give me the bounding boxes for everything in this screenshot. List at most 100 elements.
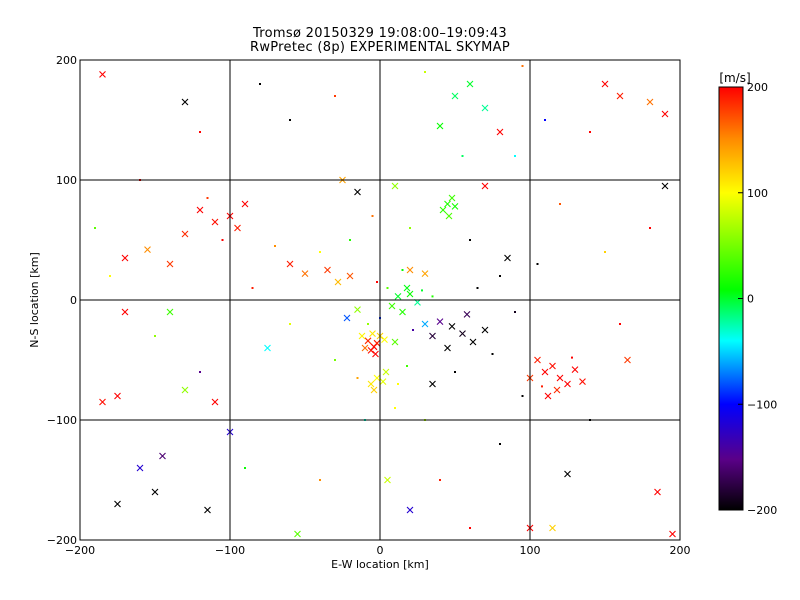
data-point-dot: [394, 407, 396, 409]
colorbar-ticks: −200 −100 0 100 200: [738, 81, 777, 517]
data-point-dot: [541, 385, 543, 388]
data-point-x: [466, 80, 474, 88]
x-tick-label: 200: [670, 544, 691, 557]
data-point-x: [436, 318, 444, 325]
data-point-x: [294, 530, 301, 538]
data-point-x: [451, 92, 459, 100]
data-point-dot: [431, 295, 434, 298]
data-point-x: [121, 308, 129, 316]
y-tick-label: 0: [70, 294, 77, 307]
x-axis-ticks: −200 −100 0 100 200: [65, 544, 691, 557]
data-point-dot: [424, 71, 426, 73]
data-point-dot: [499, 443, 501, 445]
data-point-x: [564, 470, 571, 478]
data-point-x: [204, 506, 211, 514]
data-point-x: [373, 339, 381, 347]
data-point-x: [553, 386, 561, 394]
data-point-x: [211, 398, 219, 406]
data-point-dot: [334, 359, 336, 361]
data-point-dot: [454, 371, 456, 373]
data-point-x: [364, 337, 372, 345]
data-point-dot: [94, 227, 96, 229]
data-point-x: [564, 380, 571, 388]
data-point-x: [159, 452, 166, 460]
data-point-x: [166, 308, 174, 316]
data-point-x: [549, 524, 556, 532]
data-point-x: [151, 488, 159, 496]
data-point-x: [241, 200, 249, 208]
data-point-dot: [221, 239, 224, 241]
colorbar-tick-label: 100: [747, 187, 768, 200]
data-point-x: [196, 206, 204, 214]
data-point-x: [496, 128, 504, 136]
data-point-x: [534, 356, 541, 364]
x-tick-label: 100: [520, 544, 541, 557]
y-tick-label: −200: [47, 534, 77, 547]
colorbar-tick-label: −200: [747, 504, 777, 517]
data-point-dot: [376, 281, 378, 283]
data-point-x: [399, 308, 406, 316]
data-point-dot: [604, 251, 606, 253]
colorbar-tick-label: 0: [747, 293, 754, 306]
y-tick-label: −100: [47, 414, 77, 427]
data-point-dot: [412, 329, 414, 331]
data-point-dot: [469, 527, 471, 529]
data-point-x: [439, 206, 447, 214]
data-point-x: [406, 266, 414, 274]
data-point-x: [579, 378, 586, 385]
data-point-dot: [406, 365, 408, 367]
data-point-dot: [514, 311, 516, 313]
data-point-x: [358, 332, 366, 340]
data-point-dot: [421, 289, 423, 292]
y-tick-label: 100: [56, 174, 77, 187]
data-point-x: [481, 182, 489, 190]
data-point-x: [444, 344, 451, 352]
data-point-x: [429, 380, 436, 388]
data-point-x: [181, 386, 189, 394]
data-point-x: [556, 374, 564, 382]
data-point-x: [481, 104, 489, 112]
data-point-dot: [386, 287, 389, 289]
data-point-dot: [199, 371, 201, 373]
data-point-dot: [559, 203, 561, 205]
data-point-x: [324, 266, 331, 274]
data-point-x: [301, 270, 309, 277]
data-point-x: [382, 368, 390, 376]
data-point-x: [394, 293, 402, 300]
data-point-x: [372, 350, 379, 358]
data-point-dot: [409, 227, 411, 229]
chart-subtitle: RwPretec (8p) EXPERIMENTAL SKYMAP: [249, 40, 510, 55]
data-point-x: [388, 302, 396, 310]
data-point-x: [370, 386, 378, 394]
data-point-dot: [514, 155, 516, 157]
data-point-x: [445, 212, 453, 220]
data-point-dot: [367, 323, 369, 325]
data-point-x: [406, 506, 414, 514]
data-point-x: [421, 270, 429, 277]
data-point-dot: [371, 215, 374, 217]
y-axis-ticks: −200 −100 0 100 200: [47, 54, 77, 547]
data-point-x: [459, 330, 466, 337]
data-point-x: [448, 194, 456, 202]
data-point-dot: [274, 245, 276, 247]
data-point-x: [343, 314, 351, 322]
data-point-x: [469, 338, 477, 346]
data-point-x: [504, 254, 511, 262]
data-point-x: [661, 110, 669, 118]
data-point-x: [166, 260, 174, 268]
chart-title: Tromsø 20150329 19:08:00–19:09:43: [252, 26, 508, 41]
data-point-x: [571, 366, 579, 373]
x-tick-label: −100: [215, 544, 245, 557]
y-axis-label: N-S location [km]: [28, 252, 41, 348]
data-point-x: [121, 254, 129, 262]
x-axis-label: E-W location [km]: [331, 558, 429, 571]
data-point-x: [421, 320, 429, 328]
data-point-dot: [521, 65, 524, 67]
colorbar-label: [m/s]: [719, 71, 750, 85]
data-point-x: [669, 530, 676, 538]
data-point-x: [136, 464, 144, 472]
data-point-x: [429, 332, 436, 340]
data-point-x: [367, 347, 375, 354]
colorbar-tick-label: 200: [747, 81, 768, 94]
